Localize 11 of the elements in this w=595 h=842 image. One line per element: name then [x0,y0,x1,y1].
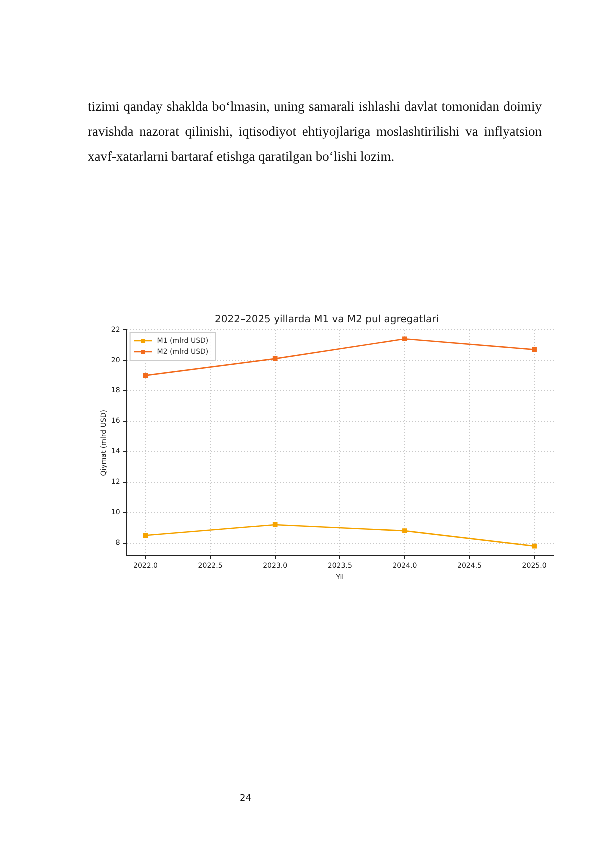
point [143,533,148,538]
chart-title: 2022–2025 yillarda M1 va M2 pul agregatlari [215,314,439,326]
point [402,336,408,342]
point [143,373,148,378]
point [402,528,408,534]
point [532,544,537,549]
point [272,356,278,362]
text: tizimi qanday shaklda bo‘lmasin, uning samarali ishlashi davlat tomonidan doimiy ravishda nazorat qilinishi, iqtisodiyot ehtiyojlariga moslashtirilishi va inflyatsion xavf-xatarlarni bartaraf etishga qaratilgan bo‘lishi lozim. [88,98,542,166]
text: 24 [240,794,252,804]
point [272,522,278,528]
point [532,347,537,352]
